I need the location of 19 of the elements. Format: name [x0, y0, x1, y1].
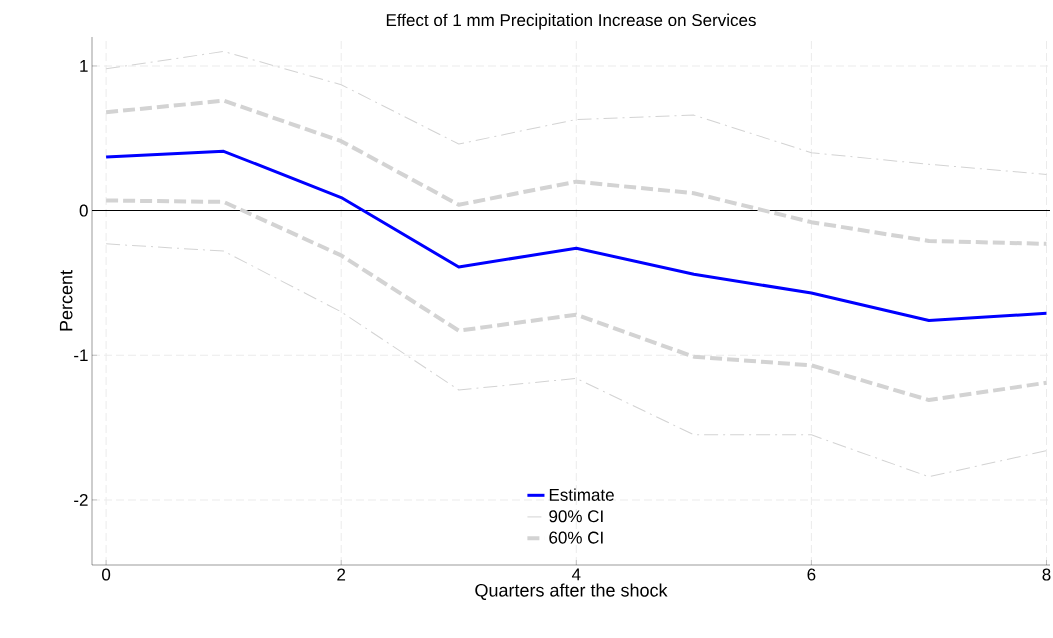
x-axis-title: Quarters after the shock — [475, 583, 668, 600]
chart-title: Effect of 1 mm Precipitation Increase on Services — [386, 13, 756, 30]
line-series — [104, 149, 1048, 323]
legend-label: Estimate — [549, 488, 614, 501]
y-tick-label: 0 — [79, 204, 88, 217]
line-series — [104, 98, 1049, 246]
x-tick-label: 6 — [807, 568, 816, 581]
y-tick-label: 1 — [80, 60, 88, 72]
line-series — [105, 50, 1047, 175]
y-tick-label: -2 — [74, 493, 88, 506]
x-tick-label: 0 — [102, 568, 111, 581]
legend-label: 60% CI — [549, 531, 603, 544]
legend-label: 90% CI — [549, 510, 603, 523]
y-tick-label: -1 — [74, 349, 88, 362]
y-axis-title: Percent — [59, 270, 73, 331]
x-tick-label: 4 — [571, 568, 581, 581]
x-tick-label: 2 — [337, 568, 346, 581]
line-series — [104, 198, 1049, 403]
x-tick-label: 8 — [1042, 568, 1051, 581]
